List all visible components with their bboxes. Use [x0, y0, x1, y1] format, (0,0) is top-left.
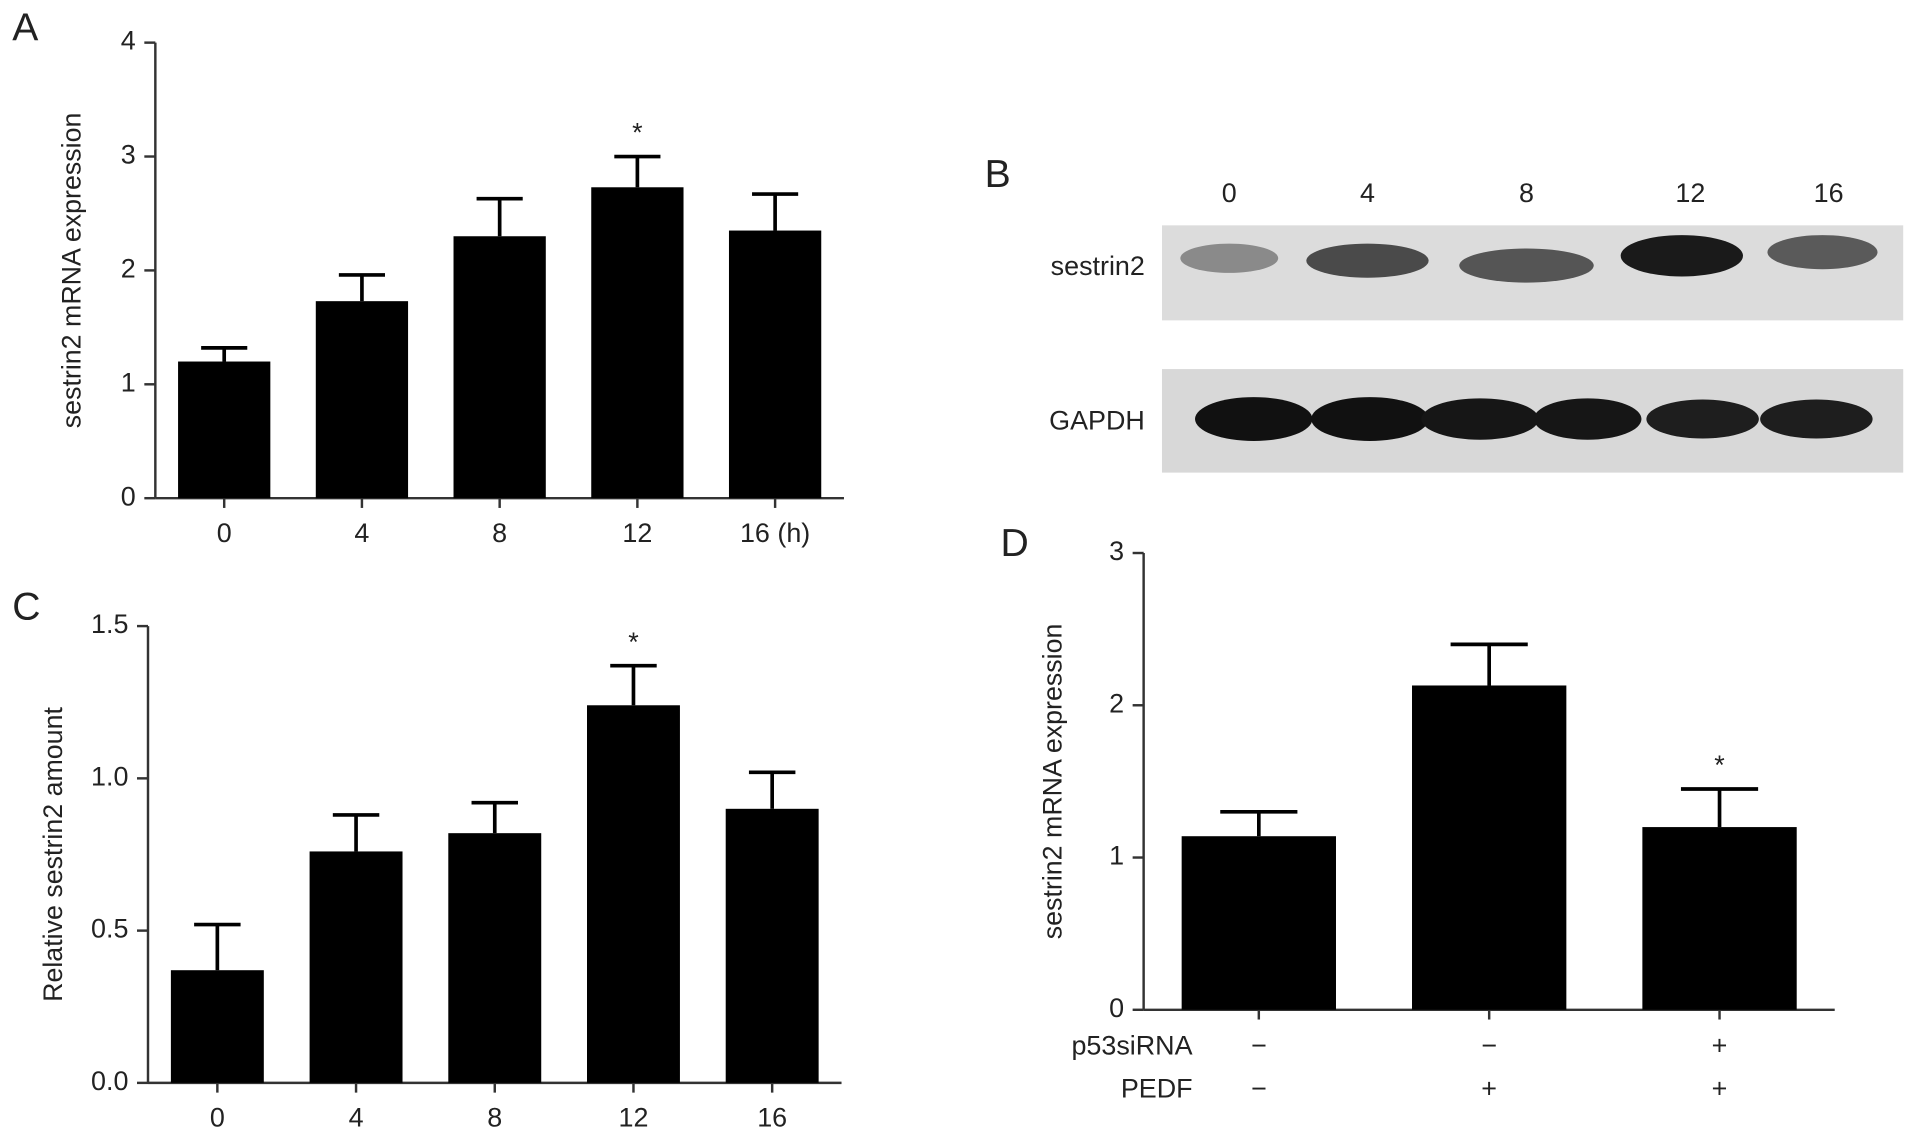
- band: [1767, 235, 1878, 270]
- bar: [453, 236, 546, 499]
- band: [1306, 243, 1429, 278]
- panel-label: B: [985, 153, 1011, 196]
- bar: [1642, 827, 1797, 1010]
- y-tick-label: 2: [121, 254, 136, 284]
- bar: [309, 851, 403, 1083]
- panel-label: A: [12, 7, 38, 50]
- significance: *: [632, 118, 643, 148]
- x-tick-label: 16: [757, 1103, 787, 1133]
- bar: [725, 808, 819, 1083]
- y-tick-label: 3: [121, 140, 136, 170]
- bar: [591, 187, 684, 499]
- bar: [170, 970, 264, 1083]
- lane-label: 0: [1222, 178, 1237, 208]
- y-tick-label: 2: [1109, 688, 1124, 718]
- band: [1620, 235, 1743, 277]
- x-tick-label: 16 (h): [740, 518, 810, 548]
- y-tick-label: 0: [121, 481, 136, 511]
- row-label: GAPDH: [1049, 406, 1145, 436]
- bar: [178, 361, 271, 499]
- y-tick-label: 1.5: [91, 609, 128, 639]
- bar: [1181, 836, 1336, 1010]
- condition-value: −: [1251, 1031, 1267, 1061]
- band: [1180, 243, 1279, 273]
- x-tick-label: 12: [622, 518, 652, 548]
- y-tick-label: 0.0: [91, 1066, 128, 1096]
- y-axis-label: sestrin2 mRNA expression: [56, 113, 86, 429]
- y-tick-label: 4: [121, 26, 136, 56]
- x-tick-label: 8: [487, 1103, 502, 1133]
- blot: [1161, 225, 1904, 473]
- band: [1195, 397, 1313, 441]
- significance: *: [628, 627, 639, 657]
- y-tick-label: 1.0: [91, 761, 128, 791]
- lane-label: 12: [1675, 178, 1705, 208]
- x-tick-label: 4: [354, 518, 369, 548]
- condition-name: PEDF: [1121, 1073, 1193, 1103]
- bar: [1412, 685, 1567, 1010]
- x-tick-label: 0: [210, 1103, 225, 1133]
- condition-name: p53siRNA: [1071, 1031, 1192, 1061]
- y-axis-label: Relative sestrin2 amount: [38, 707, 68, 1002]
- band: [1421, 398, 1539, 440]
- lane-label: 8: [1519, 178, 1534, 208]
- y-tick-label: 0: [1109, 993, 1124, 1023]
- x-tick-label: 12: [619, 1103, 649, 1133]
- condition-value: −: [1481, 1031, 1497, 1061]
- condition-value: −: [1251, 1073, 1267, 1103]
- y-tick-label: 1: [1109, 841, 1124, 871]
- condition-value: +: [1712, 1031, 1728, 1061]
- condition-value: +: [1481, 1073, 1497, 1103]
- x-tick-label: 8: [492, 518, 507, 548]
- y-tick-label: 0.5: [91, 914, 128, 944]
- y-axis-label: sestrin2 mRNA expression: [1037, 624, 1067, 940]
- y-tick-label: 3: [1109, 536, 1124, 566]
- bar: [315, 301, 409, 499]
- bar: [448, 833, 542, 1083]
- significance: *: [1714, 750, 1725, 780]
- lane-label: 4: [1360, 178, 1375, 208]
- band: [1760, 399, 1873, 439]
- panel-label: C: [12, 585, 40, 628]
- condition-value: +: [1712, 1073, 1728, 1103]
- y-tick-label: 1: [121, 367, 136, 397]
- band: [1646, 399, 1759, 439]
- bar: [587, 705, 680, 1083]
- row-label: sestrin2: [1051, 251, 1145, 281]
- band: [1533, 398, 1642, 440]
- x-tick-label: 4: [349, 1103, 364, 1133]
- band: [1311, 397, 1429, 441]
- x-tick-label: 0: [217, 518, 232, 548]
- lane-label: 16: [1814, 178, 1844, 208]
- panel-label: D: [1001, 522, 1029, 565]
- bar: [728, 230, 822, 499]
- band: [1459, 248, 1594, 283]
